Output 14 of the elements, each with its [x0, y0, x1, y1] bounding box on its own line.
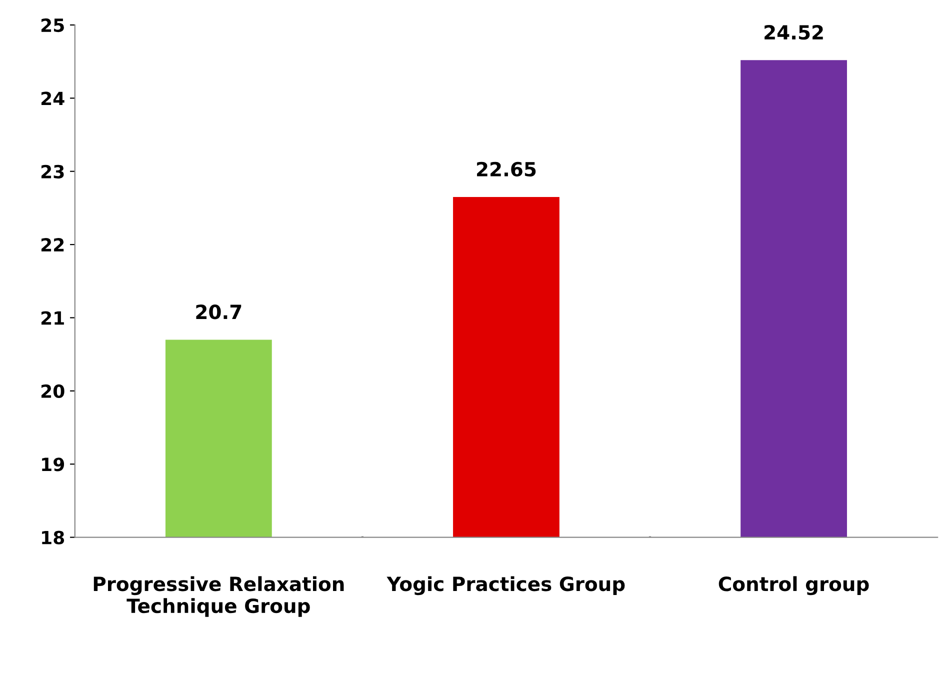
data-label: 24.52	[764, 24, 823, 40]
data-label: 22.65	[477, 162, 536, 177]
y-tick-label: 23	[41, 164, 64, 178]
x-tick-label: Control group	[718, 576, 869, 596]
y-tick-label: 25	[41, 18, 64, 32]
y-tick-label: 24	[41, 92, 64, 106]
y-tick-label: 20	[41, 384, 64, 398]
y-tick-label: 22	[41, 238, 64, 252]
y-tick-label: 19	[42, 458, 64, 472]
x-tick-label: Yogic Practices Group	[386, 576, 625, 596]
y-tick-label: 18	[42, 530, 64, 544]
y-tick-label: 21	[41, 311, 64, 325]
data-label: 20.7	[196, 304, 242, 320]
x-tick-label: Progressive Relaxation Technique Group	[94, 576, 344, 617]
